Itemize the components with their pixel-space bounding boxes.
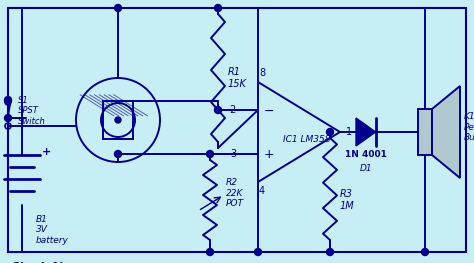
Text: K1
Peizo
Buzzer: K1 Peizo Buzzer [464,112,474,142]
Circle shape [215,107,221,114]
Polygon shape [356,118,375,146]
Circle shape [327,129,334,135]
Text: −: − [264,104,274,118]
Circle shape [215,4,221,12]
Text: B1
3V
battery: B1 3V battery [36,215,69,245]
Circle shape [115,150,121,158]
Circle shape [255,249,262,255]
Text: R1
15K: R1 15K [228,67,247,89]
Text: 1N 4001: 1N 4001 [345,150,387,159]
Polygon shape [432,86,460,178]
Text: 1: 1 [346,127,352,137]
Text: D1: D1 [359,164,372,173]
Text: 8: 8 [259,68,265,78]
Circle shape [421,249,428,255]
Circle shape [207,249,213,255]
Circle shape [327,249,334,255]
Text: +: + [264,149,274,161]
Circle shape [207,150,213,158]
Circle shape [115,117,121,123]
Text: IC1 LM358: IC1 LM358 [283,135,331,144]
Circle shape [4,114,11,122]
Circle shape [4,97,11,104]
Text: +: + [42,147,51,157]
Text: S1
SPST
Switch: S1 SPST Switch [18,96,46,126]
Text: 2: 2 [230,105,236,115]
Circle shape [115,4,121,12]
Bar [103,101,133,139]
Text: 4: 4 [259,186,265,196]
Text: R2
22K
POT: R2 22K POT [226,178,244,208]
Bar [418,109,432,155]
Text: 3: 3 [230,149,236,159]
Text: R3
1M: R3 1M [340,189,355,211]
Text: Shock Alarm: Shock Alarm [12,262,85,263]
